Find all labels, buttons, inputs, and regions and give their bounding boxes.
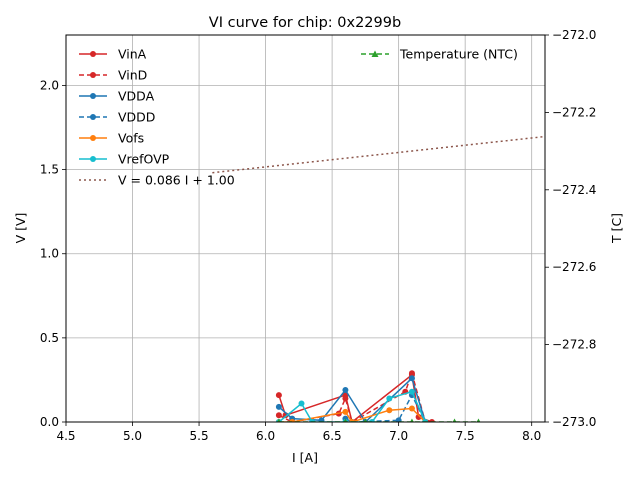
data-point-vddd: [395, 417, 402, 422]
series-line-vdda: [278, 376, 427, 422]
x-tick-label: 5.0: [123, 429, 142, 443]
data-point-vdda: [275, 403, 282, 410]
y-axis-left: 0.0 0.5 1.0 1.5 2.0: [40, 78, 66, 429]
y2-tick-label: −273.0: [552, 415, 596, 429]
legend-swatch-marker: [90, 114, 96, 120]
y2-axis-label: T [C]: [609, 213, 624, 244]
data-point-temperature-ntc: [343, 418, 348, 422]
legend-swatch-marker: [90, 72, 96, 78]
data-point-temperature-ntc: [277, 418, 281, 422]
x-axis: 4.5 5.0 5.5 6.0 6.5 7.0 7.5 8.0: [56, 422, 541, 443]
fit-line: [212, 135, 545, 174]
x-tick-label: 7.5: [456, 429, 475, 443]
data-point-vrefovp: [298, 400, 305, 407]
y2-tick-label: −272.8: [552, 338, 596, 352]
legend-swatch-marker: [90, 51, 96, 57]
x-tick-label: 7.0: [389, 429, 408, 443]
y2-tick-label: −272.0: [552, 28, 596, 42]
data-point-vina: [275, 392, 282, 399]
data-point-vofs: [342, 408, 349, 415]
y-tick-label: 1.0: [40, 247, 59, 261]
y-tick-label: 2.0: [40, 78, 59, 92]
chart-title: VI curve for chip: 0x2299b: [209, 15, 401, 31]
y-tick-label: 1.5: [40, 163, 59, 177]
data-point-vind: [408, 370, 415, 377]
series-line-vddd: [345, 393, 426, 422]
gridlines: [65, 35, 545, 423]
legend-label: V = 0.086 I + 1.00: [118, 173, 235, 188]
legend-label: VinD: [118, 68, 147, 83]
x-axis-label: I [A]: [292, 450, 318, 465]
legend-label: VDDA: [118, 89, 155, 104]
data-point-vind: [342, 395, 349, 402]
data-point-temperature-ntc: [410, 418, 414, 422]
y2-tick-label: −272.6: [552, 260, 596, 274]
data-point-vrefovp: [408, 388, 415, 395]
y-axis-label: V [V]: [13, 213, 28, 244]
data-point-vofs: [408, 405, 415, 412]
data-point-vofs: [386, 407, 393, 414]
data-point-vdda: [342, 387, 349, 394]
y2-tick-label: −272.4: [552, 183, 596, 197]
data-point-vrefovp: [386, 395, 393, 402]
data-point-temperature-ntc: [476, 418, 481, 422]
plot-frame: [65, 34, 546, 423]
data-point-temperature-ntc: [452, 418, 457, 422]
x-tick-label: 5.5: [190, 429, 209, 443]
data-point-vina: [415, 413, 422, 420]
legend-label: VDDD: [118, 110, 155, 125]
legend-swatch-marker: [90, 135, 96, 141]
series-line-vind: [278, 370, 427, 422]
legend-swatch-marker: [90, 93, 96, 99]
data-point-vind: [275, 412, 282, 419]
x-tick-label: 8.0: [522, 429, 541, 443]
x-tick-label: 6.0: [256, 429, 275, 443]
legend-label: Temperature (NTC): [399, 47, 518, 62]
legend-swatch-marker: [90, 156, 96, 162]
series-group: [212, 135, 545, 422]
data-point-vdda: [318, 417, 325, 422]
y-tick-label: 0.5: [40, 331, 59, 345]
series-line-vrefovp: [278, 390, 426, 422]
data-point-vdda: [408, 375, 415, 382]
y-axis-right: −273.0 −272.8 −272.6 −272.4 −272.2 −272.0: [545, 28, 596, 429]
data-point-temperature-ntc: [363, 418, 368, 422]
legend-swatch-marker: [371, 50, 379, 57]
plot-series: [212, 135, 545, 422]
x-tick-label: 6.5: [323, 429, 342, 443]
legend-right: Temperature (NTC): [361, 47, 518, 62]
legend-label: VinA: [118, 47, 147, 62]
x-tick-label: 4.5: [56, 429, 75, 443]
y-tick-label: 0.0: [40, 415, 59, 429]
legend-label: VrefOVP: [118, 152, 170, 167]
y2-tick-label: −272.2: [552, 105, 596, 119]
legend-left: VinA VinD VDDA VDDD Vofs VrefOVP V = 0.086 I +…: [79, 47, 235, 188]
legend-label: Vofs: [118, 131, 144, 146]
